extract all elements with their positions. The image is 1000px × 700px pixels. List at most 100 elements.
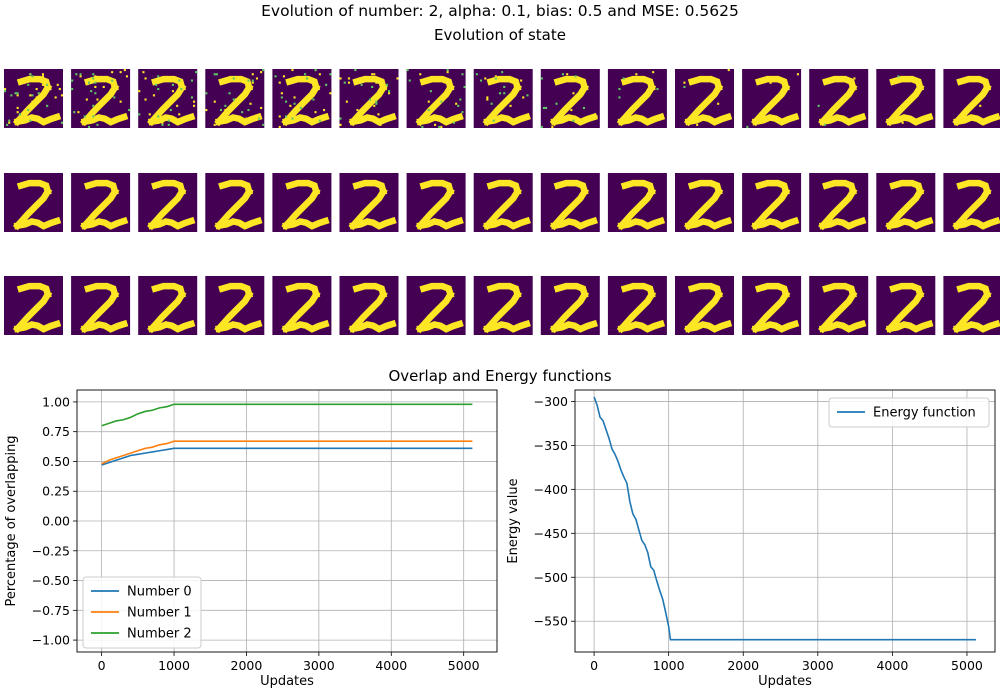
noise-pixel (314, 111, 317, 114)
noise-pixel (652, 71, 655, 74)
noise-pixel (746, 125, 749, 128)
noise-pixel (157, 121, 160, 124)
noise-pixel (503, 92, 506, 95)
x-tick-label: 4000 (375, 658, 407, 673)
noise-pixel (285, 100, 288, 103)
noise-pixel (37, 92, 40, 95)
noise-pixel (190, 79, 193, 82)
noise-pixel (291, 117, 294, 120)
noise-pixel (35, 96, 38, 99)
noise-pixel (226, 79, 229, 82)
digit-stroke (415, 282, 464, 334)
series-line-number-1 (101, 440, 473, 465)
noise-pixel (377, 113, 380, 116)
noise-pixel (293, 96, 296, 99)
y-tick-label: −1.00 (32, 633, 70, 648)
y-axis-label: Percentage of overlapping (4, 435, 19, 606)
noise-pixel (440, 100, 443, 103)
x-tick-label: 4000 (876, 658, 908, 673)
noise-pixel (526, 94, 529, 97)
x-tick-label: 1000 (653, 658, 685, 673)
noise-pixel (220, 109, 223, 112)
x-axis-label: Updates (260, 674, 314, 689)
noise-pixel (111, 79, 114, 82)
noise-pixel (92, 109, 95, 112)
digit-stroke (751, 282, 800, 334)
state-thumbnail (272, 69, 332, 128)
noise-pixel (635, 73, 638, 76)
x-tick-label: 3000 (303, 658, 335, 673)
noise-pixel (193, 104, 196, 107)
digit-stroke (214, 179, 263, 231)
noise-pixel (10, 94, 13, 97)
noise-pixel (27, 83, 30, 86)
noise-pixel (494, 75, 497, 78)
noise-pixel (16, 106, 19, 109)
noise-pixel (796, 73, 799, 76)
noise-pixel (247, 85, 250, 88)
noise-pixel (167, 119, 170, 122)
noise-pixel (486, 96, 489, 99)
noise-pixel (325, 83, 328, 86)
noise-pixel (176, 104, 179, 107)
noise-pixel (96, 98, 99, 101)
state-thumbnail (339, 69, 399, 128)
noise-pixel (29, 73, 32, 76)
noise-pixel (92, 115, 95, 118)
noise-pixel (88, 81, 91, 84)
state-thumbnail (540, 69, 600, 128)
noise-pixel (71, 88, 74, 91)
noise-pixel (455, 102, 458, 105)
noise-pixel (92, 77, 95, 80)
digit-stroke (885, 282, 934, 334)
noise-pixel (572, 119, 575, 122)
noise-pixel (515, 119, 518, 122)
noise-pixel (347, 81, 350, 84)
state-thumbnail (138, 276, 198, 335)
noise-pixel (31, 94, 34, 97)
state-thumbnail (540, 276, 600, 335)
noise-pixel (125, 75, 128, 78)
noise-pixel (258, 117, 261, 120)
noise-pixel (345, 100, 348, 103)
noise-pixel (260, 71, 263, 74)
noise-pixel (138, 113, 141, 116)
noise-pixel (8, 121, 11, 124)
state-thumbnail (943, 276, 1000, 335)
noise-pixel (421, 125, 424, 128)
noise-pixel (144, 98, 147, 101)
noise-pixel (195, 71, 198, 74)
noise-pixel (375, 100, 378, 103)
noise-pixel (339, 77, 342, 80)
digit-stroke (952, 282, 1000, 334)
noise-pixel (119, 100, 122, 103)
noise-pixel (542, 106, 545, 109)
noise-pixel (388, 90, 391, 93)
digit-stroke (348, 75, 397, 127)
noise-pixel (457, 104, 460, 107)
y-tick-label: −350 (534, 438, 568, 453)
noise-pixel (232, 77, 235, 80)
noise-pixel (79, 75, 82, 78)
noise-pixel (171, 90, 174, 93)
noise-pixel (555, 102, 558, 105)
digit-stroke (549, 282, 598, 334)
noise-pixel (574, 75, 577, 78)
noise-pixel (73, 111, 76, 114)
noise-pixel (16, 92, 19, 95)
x-tick-label: 1000 (158, 658, 190, 673)
noise-pixel (727, 69, 730, 72)
noise-pixel (247, 79, 250, 82)
y-tick-label: 0.50 (42, 454, 70, 469)
noise-pixel (501, 71, 504, 74)
noise-pixel (102, 85, 105, 88)
noise-pixel (354, 69, 357, 72)
noise-pixel (499, 92, 502, 95)
noise-pixel (215, 73, 218, 76)
noise-pixel (94, 85, 97, 88)
noise-pixel (618, 88, 621, 91)
noise-pixel (373, 73, 376, 76)
digit-stroke (616, 282, 666, 334)
y-tick-label: 0.75 (42, 424, 70, 439)
state-thumbnail (4, 173, 63, 232)
